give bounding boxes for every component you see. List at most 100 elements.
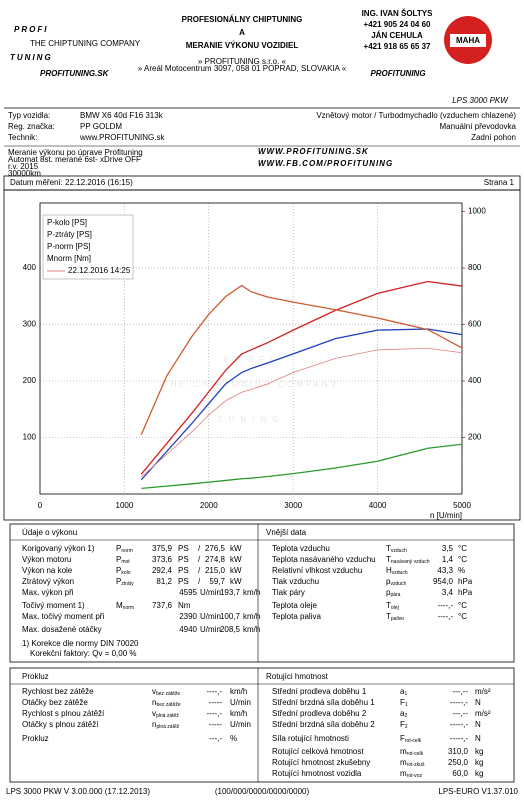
row-label: Rotující hmotnost zkušebny bbox=[272, 758, 370, 767]
row-value: 274,8 bbox=[205, 555, 226, 564]
symbol-main: F bbox=[400, 698, 405, 707]
watermark: TUNING bbox=[218, 415, 285, 424]
row-unit: PS bbox=[178, 566, 189, 575]
symbol-main: F bbox=[400, 720, 405, 729]
legend-entry: Mnorm [Nm] bbox=[47, 254, 91, 263]
symbol-sub: rot-voz bbox=[407, 773, 423, 779]
note: r.v. 2015 bbox=[8, 162, 39, 171]
symbol-sub: bez zátěže bbox=[156, 702, 180, 708]
section-box bbox=[9, 523, 515, 663]
symbol-main: v bbox=[152, 687, 156, 696]
row-unit: N bbox=[475, 720, 481, 729]
vehicle-detail: Manuální převodovka bbox=[440, 122, 517, 131]
x-tick-label: 4000 bbox=[369, 501, 387, 510]
row-unit: kW bbox=[230, 566, 242, 575]
symbol: mrot-voz bbox=[400, 769, 422, 779]
row-unit: km/h bbox=[230, 687, 247, 696]
row-value: ----,- bbox=[206, 709, 222, 718]
y2-tick-label: 600 bbox=[468, 320, 482, 329]
symbol-main: F bbox=[400, 734, 405, 743]
row-separator: / bbox=[198, 577, 201, 586]
symbol-main: M bbox=[116, 601, 123, 610]
symbol-sub: 1 bbox=[405, 702, 408, 708]
y2-tick-label: 800 bbox=[468, 263, 482, 272]
row-value: ----,- bbox=[206, 687, 222, 696]
symbol-sub: norm bbox=[121, 548, 132, 554]
row-unit: kg bbox=[475, 758, 483, 767]
row-label: Max. dosažené otáčky bbox=[22, 625, 102, 634]
contact: +421 905 24 04 60 bbox=[364, 20, 432, 29]
watermark: PROFI bbox=[224, 355, 278, 364]
section-box bbox=[9, 667, 515, 783]
logo-tagline: THE CHIPTUNING COMPANY bbox=[30, 39, 141, 48]
symbol-sub: palivo bbox=[391, 616, 404, 622]
row-value: ---,-- bbox=[452, 709, 468, 718]
symbol-main: a bbox=[400, 687, 405, 696]
row-unit: km/h bbox=[243, 588, 260, 597]
symbol-sub: olej bbox=[391, 605, 399, 611]
row-unit: hPa bbox=[458, 588, 473, 597]
row-value: 276,5 bbox=[205, 544, 226, 553]
row-value: 3,4 bbox=[442, 588, 454, 597]
symbol-main: p bbox=[386, 588, 391, 597]
row-unit: m/s² bbox=[475, 687, 491, 696]
symbol: Pkolo bbox=[116, 566, 131, 576]
symbol-main: m bbox=[400, 769, 407, 778]
x-tick-label: 1000 bbox=[116, 501, 134, 510]
footer-text: LPS-EURO V1.37.010 bbox=[438, 787, 518, 796]
row-unit: Nm bbox=[178, 601, 191, 610]
symbol: nbez zátěže bbox=[152, 698, 181, 708]
row-separator: / bbox=[198, 566, 201, 575]
symbol: mrot-zkuš bbox=[400, 758, 425, 768]
row-value: 43,3 bbox=[437, 566, 453, 575]
symbol-sub: plná zátěž bbox=[156, 724, 179, 730]
row-unit: N bbox=[475, 698, 481, 707]
row-label: Max. točivý moment při bbox=[22, 612, 104, 621]
model: LPS 3000 PKW bbox=[452, 96, 509, 105]
x-tick-label: 5000 bbox=[453, 501, 471, 510]
row-label: Otáčky bez zátěže bbox=[22, 698, 88, 707]
row-value: ----,- bbox=[437, 612, 453, 621]
row-value: 215,0 bbox=[205, 566, 226, 575]
row-value: ----- bbox=[209, 720, 223, 729]
vehicle-value: www.PROFITUNING.sk bbox=[79, 133, 165, 142]
symbol-main: m bbox=[400, 758, 407, 767]
symbol-sub: mot bbox=[121, 559, 130, 565]
row-label: Teplota paliva bbox=[272, 612, 321, 621]
legend-entry: 22.12.2016 14:25 bbox=[68, 266, 131, 275]
legend-box bbox=[42, 214, 134, 280]
row-value: -----,- bbox=[450, 698, 469, 707]
row-label: Teplota oleje bbox=[272, 601, 317, 610]
symbol: F1 bbox=[400, 698, 408, 708]
symbol: Pztráty bbox=[116, 577, 134, 587]
row-unit: kg bbox=[475, 747, 483, 756]
row-unit: PS bbox=[178, 577, 189, 586]
row-label: Střední prodleva doběhu 1 bbox=[272, 687, 367, 696]
row-label: Teplota nasávaného vzduchu bbox=[272, 555, 376, 564]
row-value: 3,5 bbox=[442, 544, 454, 553]
symbol-main: a bbox=[400, 709, 405, 718]
row-label: Relativní vlhkost vzduchu bbox=[272, 566, 362, 575]
symbol-sub: rot-celk bbox=[405, 738, 422, 744]
section-title: Údaje o výkonu bbox=[22, 528, 77, 537]
symbol: ppára bbox=[386, 588, 401, 598]
legend-entry: P-norm [PS] bbox=[47, 242, 91, 251]
watermark: THE CHIPTUNING COMPANY bbox=[163, 380, 339, 389]
x-tick-label: 3000 bbox=[284, 501, 302, 510]
note: 30000km bbox=[8, 169, 41, 178]
symbol: pvzduch bbox=[386, 577, 407, 587]
title: MERANIE VÝKONU VOZIDIEL bbox=[186, 41, 299, 50]
symbol-sub: 1 bbox=[404, 691, 407, 697]
row-label: Prokluz bbox=[22, 734, 49, 743]
x-tick-label: 0 bbox=[38, 501, 43, 510]
vehicle-value: PP GOLDM bbox=[80, 122, 122, 131]
footer-text: LPS 3000 PKW V 3.00.000 (17.12.2013) bbox=[6, 787, 150, 796]
row-value: 250,0 bbox=[448, 758, 469, 767]
row-unit: km/h bbox=[230, 709, 247, 718]
symbol-main: T bbox=[386, 601, 391, 610]
symbol-sub: 2 bbox=[404, 713, 407, 719]
brand: PROFITUNING bbox=[370, 69, 425, 78]
y2-tick-label: 400 bbox=[468, 376, 482, 385]
address: » Areál Motocentrum 3097, 058 01 POPRAD,… bbox=[138, 64, 347, 73]
maha-label: MAHA bbox=[456, 36, 480, 45]
